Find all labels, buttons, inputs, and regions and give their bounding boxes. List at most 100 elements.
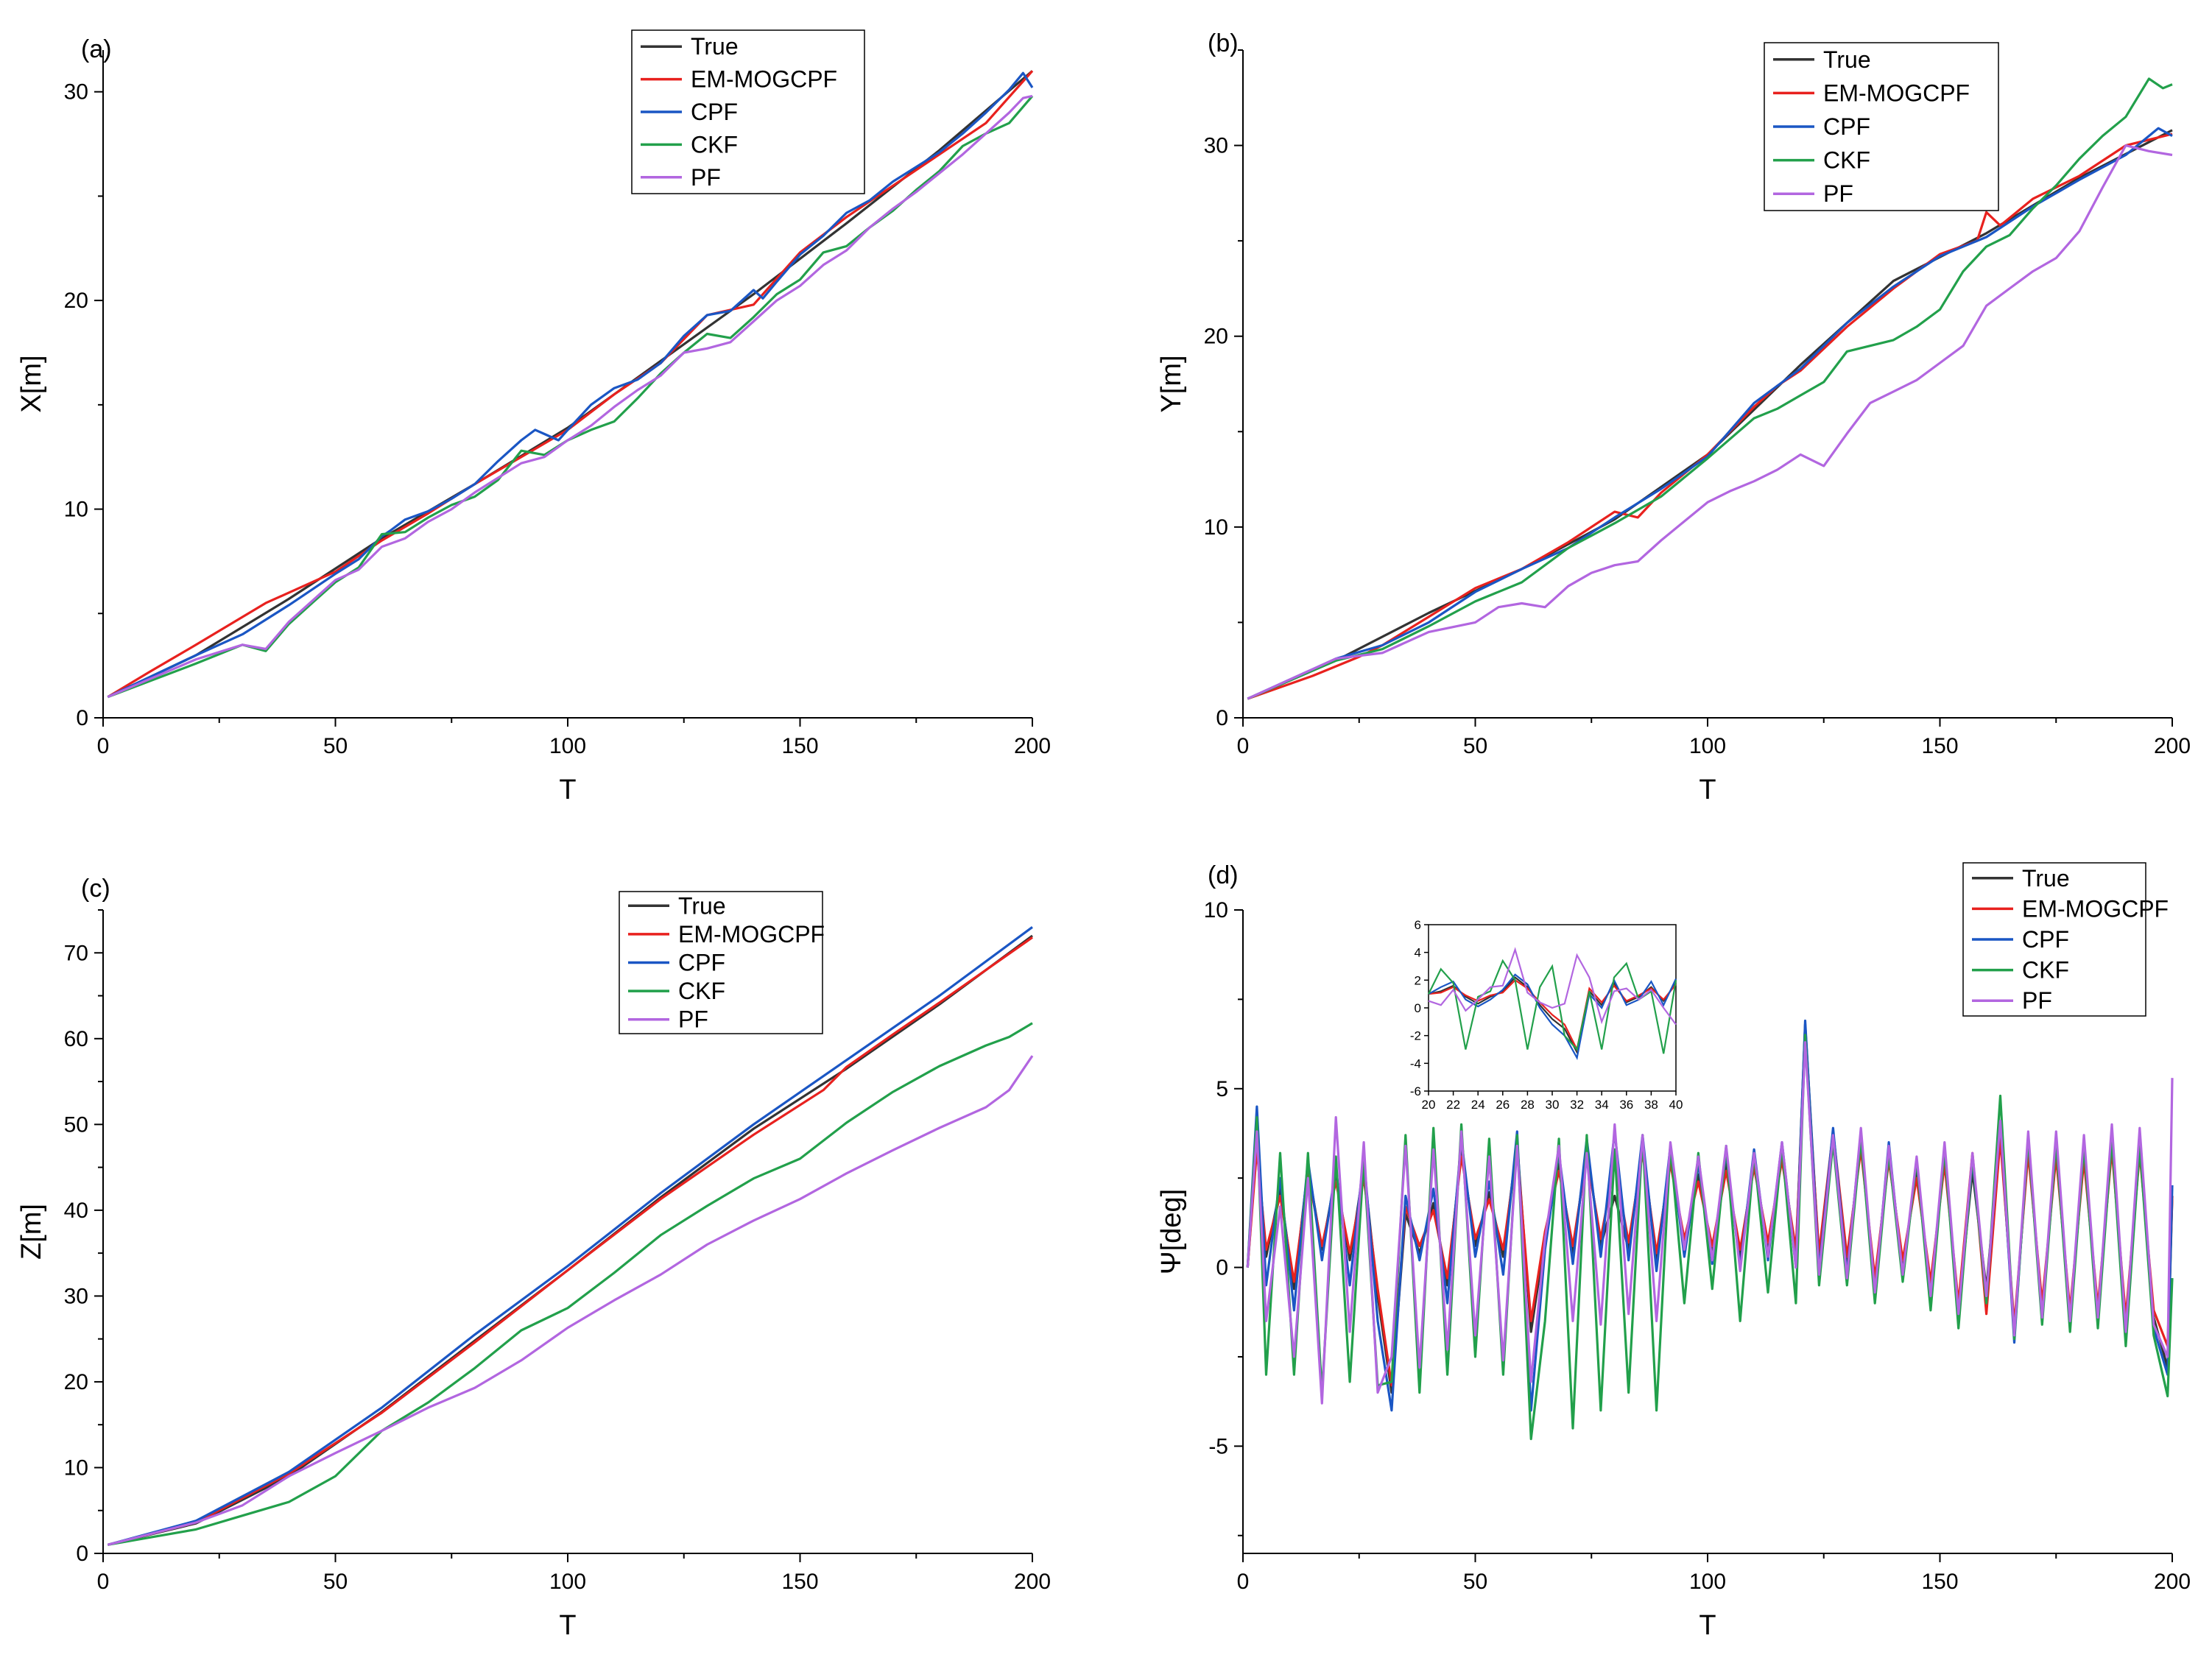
legend-entry: CKF: [691, 131, 738, 158]
series-group: [107, 926, 1034, 1546]
series-line-true: [1247, 129, 2173, 700]
legend-entry: CKF: [2022, 957, 2069, 984]
inset-y-tick-label: -6: [1410, 1084, 1421, 1098]
x-axis-title: T: [1699, 774, 1716, 805]
x-tick-label: 200: [2154, 734, 2191, 758]
x-tick-label: 100: [549, 734, 586, 758]
legend-entry: True: [2022, 865, 2070, 892]
y-axis-title: X[m]: [16, 355, 47, 412]
inset-x-tick-label: 26: [1496, 1098, 1510, 1112]
y-tick-label: 10: [64, 1455, 88, 1480]
y-tick-label: 0: [76, 1542, 88, 1566]
x-tick-label: 100: [1689, 1570, 1726, 1594]
x-tick-label: 150: [1921, 1570, 1958, 1594]
y-tick-label: 10: [1204, 898, 1228, 922]
series-line-em-mogcpf: [107, 936, 1033, 1546]
x-tick-label: 0: [1237, 1570, 1250, 1594]
y-axis-title: Ψ[deg]: [1156, 1189, 1187, 1274]
x-tick-label: 150: [781, 734, 818, 758]
x-tick-label: 0: [1237, 734, 1250, 758]
x-tick-label: 150: [1921, 734, 1958, 758]
panel-label: (c): [81, 875, 110, 903]
y-tick-label: 50: [64, 1112, 88, 1137]
legend-entry: EM-MOGCPF: [1823, 80, 1970, 106]
legend-entry: True: [1823, 46, 1871, 73]
legend-entry: True: [678, 892, 726, 919]
series-line-pf: [1247, 144, 2173, 700]
panel-label: (d): [1208, 861, 1239, 889]
x-axis-title: T: [1699, 1610, 1716, 1641]
y-axis-title: Y[m]: [1156, 355, 1187, 412]
y-tick-label: 0: [76, 706, 88, 730]
y-tick-label: 20: [64, 1370, 88, 1394]
series-line-pf: [107, 1055, 1034, 1546]
series-group: [1246, 1019, 2174, 1441]
y-tick-label: 70: [64, 941, 88, 965]
y-tick-label: -5: [1208, 1434, 1228, 1458]
inset-x-tick-label: 22: [1446, 1098, 1460, 1112]
legend-entry: EM-MOGCPF: [2022, 895, 2169, 922]
inset-line-em-mogcpf: [1428, 978, 1677, 1052]
legend-entry: CPF: [2022, 926, 2069, 953]
y-tick-label: 30: [64, 1284, 88, 1308]
chart-panel-b: (b) 0 50 100 150 200 0 10 20 30 T Y[m] True EM-MOGCPF…: [1156, 29, 2191, 805]
inset-x-tick-label: 32: [1570, 1098, 1584, 1112]
inset-x-tick-label: 28: [1521, 1098, 1535, 1112]
y-tick-label: 20: [1204, 325, 1228, 349]
x-tick-label: 100: [549, 1570, 586, 1594]
inset-y-tick-label: 2: [1415, 973, 1421, 987]
x-tick-label: 150: [781, 1570, 818, 1594]
legend: True EM-MOGCPF CPF CKF PF: [1764, 42, 1999, 211]
legend-entry: PF: [2022, 987, 2052, 1014]
y-axis-title: Z[m]: [16, 1204, 47, 1260]
inset-x-tick-label: 36: [1619, 1098, 1633, 1112]
y-tick-label: 60: [64, 1027, 88, 1051]
x-tick-label: 0: [97, 734, 110, 758]
inset-line-true: [1428, 976, 1677, 1055]
inset-line-pf: [1428, 947, 1677, 1026]
series-line-true: [107, 70, 1034, 699]
series-line-ckf: [107, 95, 1034, 699]
x-tick-label: 200: [1014, 734, 1051, 758]
y-tick-label: 0: [1216, 706, 1228, 730]
series-line-cpf: [107, 926, 1033, 1546]
legend-entry: True: [691, 33, 739, 60]
legend-entry: EM-MOGCPF: [691, 66, 837, 93]
series-line-em-mogcpf: [107, 70, 1034, 699]
series-group: [107, 70, 1034, 699]
series-line-pf: [1246, 1041, 2174, 1405]
legend: True EM-MOGCPF CPF CKF PF: [1962, 862, 2169, 1017]
x-tick-label: 0: [97, 1570, 110, 1594]
x-tick-label: 50: [323, 1570, 348, 1594]
y-tick-label: 0: [1216, 1256, 1228, 1280]
series-line-em-mogcpf: [1247, 133, 2173, 700]
inset-x-tick-label: 24: [1471, 1098, 1485, 1112]
inset-x-tick-label: 38: [1644, 1098, 1658, 1112]
legend-entry: PF: [691, 164, 721, 191]
x-tick-label: 100: [1689, 734, 1726, 758]
y-tick-label: 10: [1204, 515, 1228, 540]
y-tick-label: 5: [1216, 1077, 1228, 1101]
legend-entry: CPF: [1823, 113, 1870, 140]
series-line-ckf: [108, 1022, 1033, 1546]
inset-x-tick-label: 40: [1669, 1098, 1683, 1112]
legend-entry: CKF: [678, 978, 725, 1004]
series-line-cpf: [1247, 127, 2173, 700]
legend-entry: CKF: [1823, 147, 1870, 174]
x-axis-title: T: [559, 1610, 576, 1641]
panel-label: (a): [81, 35, 112, 63]
chart-panel-a: (a) 0 50 100 150 200 0 10 20 30 T X[m] True EM-MOGCPF…: [16, 29, 1051, 805]
inset-x-tick-label: 30: [1546, 1098, 1560, 1112]
chart-panel-c: (c) 0 50 100 150 200 0 10 20 30 40 50 60 70 T Z[m] TrueE…: [16, 875, 1051, 1641]
series-line-pf: [107, 94, 1033, 699]
legend: True EM-MOGCPF CPF CKF PF: [631, 29, 865, 194]
x-tick-label: 200: [1014, 1570, 1051, 1594]
y-tick-label: 10: [64, 498, 88, 522]
legend-entry: PF: [1823, 180, 1853, 207]
legend-entry: CPF: [691, 99, 738, 125]
legend-entry: PF: [678, 1006, 708, 1033]
series-line-ckf: [1247, 77, 2173, 700]
inset-y-tick-label: -4: [1410, 1056, 1421, 1070]
series-line-cpf: [107, 71, 1034, 699]
